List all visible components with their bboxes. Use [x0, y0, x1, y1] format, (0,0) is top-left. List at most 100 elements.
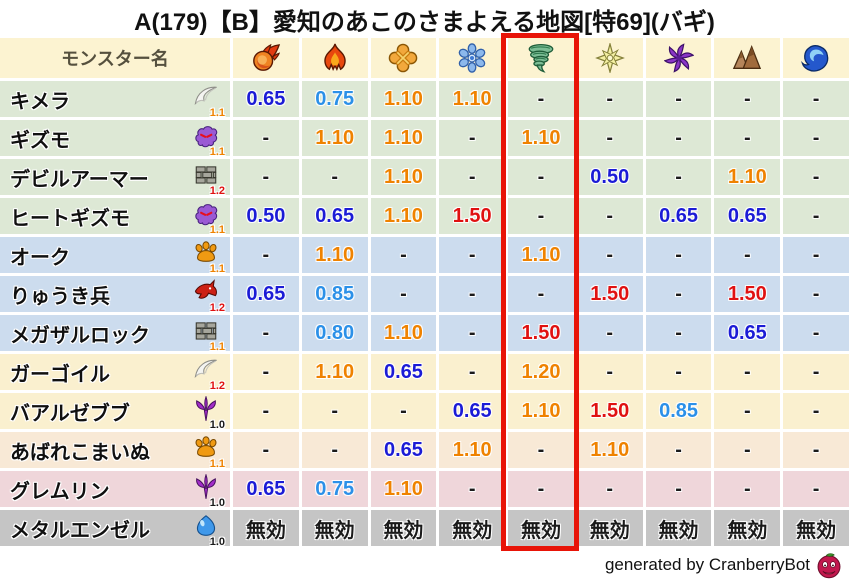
column-header-element-3 [370, 38, 437, 78]
resistance-value: - [714, 471, 781, 507]
resistance-value: - [783, 237, 849, 273]
resistance-value: - [233, 120, 299, 156]
slime-icon: 1.0 [190, 512, 225, 548]
family-rate: 1.1 [209, 224, 225, 236]
resistance-value: - [576, 237, 643, 273]
resistance-value: 1.10 [370, 159, 437, 195]
monster-name: メタルエンゼル [10, 519, 150, 542]
resistance-value: 1.10 [370, 81, 437, 117]
resistance-value: 1.10 [301, 120, 368, 156]
resistance-value: 0.85 [645, 393, 712, 429]
monster-row: あばれこまいぬ 1.1 [0, 432, 230, 470]
monster-row: りゅうき兵 1.2 [0, 276, 230, 314]
resistance-value: - [508, 159, 574, 195]
resistance-value: 1.10 [439, 432, 506, 468]
resistance-value: - [439, 120, 506, 156]
resistance-value: - [714, 120, 781, 156]
resistance-value: - [783, 81, 849, 117]
resistance-value: 無効 [301, 510, 368, 546]
tornado-icon [526, 43, 556, 73]
resistance-value: 1.50 [439, 198, 506, 234]
family-rate: 1.1 [209, 458, 225, 470]
monster-name: ヒートギズモ [10, 207, 130, 230]
resistance-value: 1.50 [714, 276, 781, 312]
resistance-value: - [439, 159, 506, 195]
column-header-monster-name: モンスター名 [0, 38, 230, 78]
resistance-value: - [233, 159, 299, 195]
column-header-element-5 [508, 38, 574, 78]
wave-icon [801, 43, 831, 73]
resistance-value: - [783, 393, 849, 429]
resistance-value: - [714, 81, 781, 117]
monster-name: ギズモ [10, 129, 70, 152]
resistance-value: - [645, 471, 712, 507]
resistance-value: 0.75 [301, 471, 368, 507]
resistance-value: - [508, 276, 574, 312]
resistance-value: - [370, 237, 437, 273]
resistance-value: - [439, 237, 506, 273]
resistance-value: - [645, 432, 712, 468]
credit-text: generated by CranberryBot [604, 554, 810, 574]
resistance-value: - [783, 315, 849, 351]
resistance-value: 1.10 [439, 81, 506, 117]
resistance-value: 1.10 [370, 120, 437, 156]
resistance-value: 無効 [439, 510, 506, 546]
family-rate: 1.0 [209, 497, 225, 509]
resistance-value: 1.10 [508, 120, 574, 156]
resistance-value: - [645, 237, 712, 273]
resistance-value: 0.65 [714, 315, 781, 351]
resistance-value: 0.65 [233, 276, 299, 312]
column-header-element-2 [301, 38, 368, 78]
resistance-value: - [783, 471, 849, 507]
family-rate: 1.2 [209, 185, 225, 197]
resistance-value: - [508, 198, 574, 234]
resistance-value: 1.50 [576, 276, 643, 312]
resistance-value: - [576, 198, 643, 234]
resistance-value: 無効 [714, 510, 781, 546]
resistance-value: - [714, 393, 781, 429]
starburst-icon [594, 43, 625, 73]
resistance-value: - [576, 471, 643, 507]
resistance-value: - [301, 159, 368, 195]
monster-row: ガーゴイル 1.2 [0, 354, 230, 392]
resistance-value: - [783, 432, 849, 468]
resistance-value: - [576, 315, 643, 351]
resistance-value: - [645, 159, 712, 195]
elemental-ghost-icon: 1.1 [190, 200, 225, 236]
family-rate: 1.0 [209, 536, 225, 548]
monster-name: キメラ [10, 90, 70, 113]
resistance-value: 0.65 [301, 198, 368, 234]
resistance-value: 0.80 [301, 315, 368, 351]
resistance-value: - [508, 471, 574, 507]
resistance-value: - [233, 315, 299, 351]
resistance-value: 1.10 [301, 354, 368, 390]
resistance-value: 1.10 [576, 432, 643, 468]
dragon-head-icon: 1.2 [190, 278, 225, 314]
resistance-value: 1.10 [508, 237, 574, 273]
monster-row: バアルゼブブ 1.0 [0, 393, 230, 431]
mountain-icon [732, 43, 762, 73]
page-title: A(179)【B】愛知のあこのさまよえる地図[特69](バギ) [134, 8, 715, 36]
fireball-icon [251, 43, 281, 73]
paw-icon: 1.1 [190, 239, 225, 275]
monster-row: オーク 1.1 [0, 237, 230, 275]
resistance-value: 0.65 [370, 354, 437, 390]
resistance-value: - [783, 120, 849, 156]
resistance-value: - [714, 432, 781, 468]
resistance-value: - [645, 120, 712, 156]
resistance-value: 1.10 [508, 393, 574, 429]
resistance-value: 無効 [576, 510, 643, 546]
resistance-value: - [576, 81, 643, 117]
column-header-element-6 [576, 38, 643, 78]
resistance-value: 1.10 [370, 315, 437, 351]
resistance-value: - [508, 81, 574, 117]
family-rate: 1.1 [209, 146, 225, 158]
wing-icon: 1.2 [190, 356, 225, 392]
resistance-value: - [645, 276, 712, 312]
resistance-value: - [783, 276, 849, 312]
resistance-value: - [576, 354, 643, 390]
resistance-value: - [301, 432, 368, 468]
resistance-value: - [233, 354, 299, 390]
resistance-value: - [645, 315, 712, 351]
resistance-value: 無効 [783, 510, 849, 546]
